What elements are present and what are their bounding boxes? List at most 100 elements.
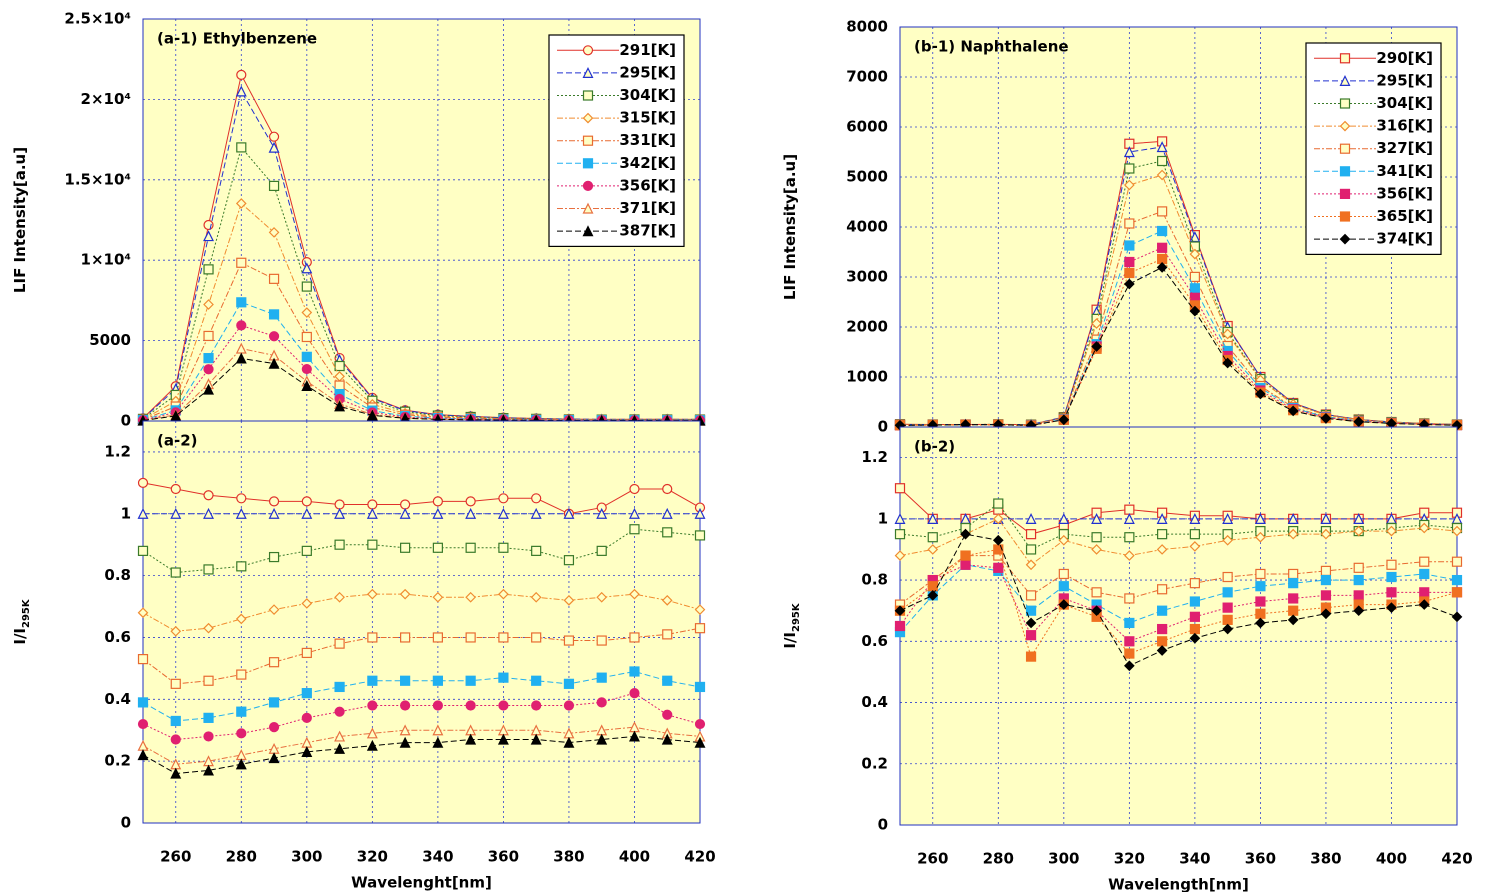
data-point xyxy=(301,331,312,343)
data-point xyxy=(432,542,443,553)
data-point xyxy=(927,544,939,555)
data-point xyxy=(268,141,280,153)
series-line xyxy=(899,564,1458,633)
data-point xyxy=(530,733,542,745)
data-point xyxy=(960,550,971,561)
data-point xyxy=(1124,617,1135,629)
data-point xyxy=(268,752,280,764)
data-point xyxy=(563,736,575,748)
data-point xyxy=(170,678,181,689)
data-point xyxy=(236,669,247,680)
data-point xyxy=(236,728,247,739)
data-point xyxy=(1124,218,1135,229)
legend-label: 356[K] xyxy=(1376,184,1433,202)
legend-swatch-marker xyxy=(582,45,594,56)
data-point xyxy=(1255,568,1266,580)
data-point xyxy=(268,604,280,615)
data-point xyxy=(1255,617,1266,629)
data-point xyxy=(465,591,476,603)
data-point xyxy=(1320,590,1332,601)
data-point xyxy=(596,635,607,646)
legend-swatch-marker xyxy=(1339,166,1351,177)
legend-swatch-marker xyxy=(582,202,594,214)
data-point xyxy=(1419,568,1430,580)
data-point xyxy=(1156,169,1168,181)
data-point xyxy=(498,700,509,711)
data-point xyxy=(203,383,215,395)
data-point xyxy=(1353,513,1365,524)
data-point xyxy=(694,736,706,748)
x-tick-label: 360 xyxy=(1245,850,1276,868)
data-point xyxy=(334,499,345,510)
legend-swatch-marker xyxy=(582,135,594,146)
data-point xyxy=(1091,544,1102,555)
data-point xyxy=(1124,256,1135,268)
data-point xyxy=(694,623,706,634)
data-point xyxy=(628,507,640,519)
data-point xyxy=(563,700,575,711)
data-point xyxy=(1025,630,1037,641)
data-point xyxy=(993,498,1004,509)
data-point xyxy=(1353,605,1365,617)
data-point xyxy=(235,613,247,625)
data-point xyxy=(662,709,673,720)
data-point xyxy=(1124,593,1135,604)
y-axis-label-subscript: 295K xyxy=(21,598,32,628)
data-point xyxy=(432,507,444,519)
data-point xyxy=(137,697,149,708)
y-tick-label: 0.6 xyxy=(104,628,131,646)
data-point xyxy=(1320,528,1332,540)
x-axis-label: Wavelength[nm] xyxy=(1108,876,1249,892)
data-point xyxy=(301,351,312,362)
data-point xyxy=(531,675,542,686)
series-line xyxy=(142,593,701,632)
data-point xyxy=(400,632,411,643)
data-point xyxy=(465,733,477,745)
data-point xyxy=(1353,574,1364,586)
series-line xyxy=(142,735,701,775)
data-point xyxy=(367,700,378,711)
data-point xyxy=(1222,623,1233,635)
data-point xyxy=(1353,416,1365,428)
data-point xyxy=(1025,590,1037,601)
data-point xyxy=(170,625,182,637)
data-point xyxy=(203,490,214,501)
data-point xyxy=(694,681,706,693)
plot-area xyxy=(143,421,700,823)
data-point xyxy=(629,632,640,643)
y-axis-label-subscript: 295K xyxy=(791,602,802,632)
data-point xyxy=(1320,513,1332,524)
data-point xyxy=(1255,531,1266,543)
data-point xyxy=(1189,305,1201,317)
data-point xyxy=(367,675,378,686)
data-point xyxy=(1058,513,1070,524)
x-tick-label: 320 xyxy=(357,848,388,866)
data-point xyxy=(301,363,312,375)
data-point xyxy=(203,712,214,723)
series-line xyxy=(899,502,1458,551)
data-point xyxy=(1189,632,1201,644)
data-point xyxy=(203,622,214,634)
data-point xyxy=(1189,283,1200,294)
legend-label: 315[K] xyxy=(619,109,676,127)
data-point xyxy=(366,507,378,519)
data-point xyxy=(992,513,1004,525)
data-point xyxy=(137,654,149,665)
data-point xyxy=(498,493,509,504)
data-point xyxy=(1025,617,1037,629)
y-tick-label: 1.2 xyxy=(861,448,888,466)
data-point xyxy=(1189,596,1200,607)
data-point xyxy=(301,647,312,659)
legend-label: 290[K] xyxy=(1376,49,1433,67)
data-point xyxy=(236,257,247,268)
data-point xyxy=(1157,225,1168,237)
data-point xyxy=(1419,587,1430,598)
series-line xyxy=(899,518,1458,566)
data-point xyxy=(1156,544,1168,555)
data-point xyxy=(1025,651,1037,662)
data-point xyxy=(563,595,575,606)
data-point xyxy=(301,496,312,507)
data-point xyxy=(400,542,411,553)
data-point xyxy=(334,360,345,372)
data-point xyxy=(465,542,476,553)
